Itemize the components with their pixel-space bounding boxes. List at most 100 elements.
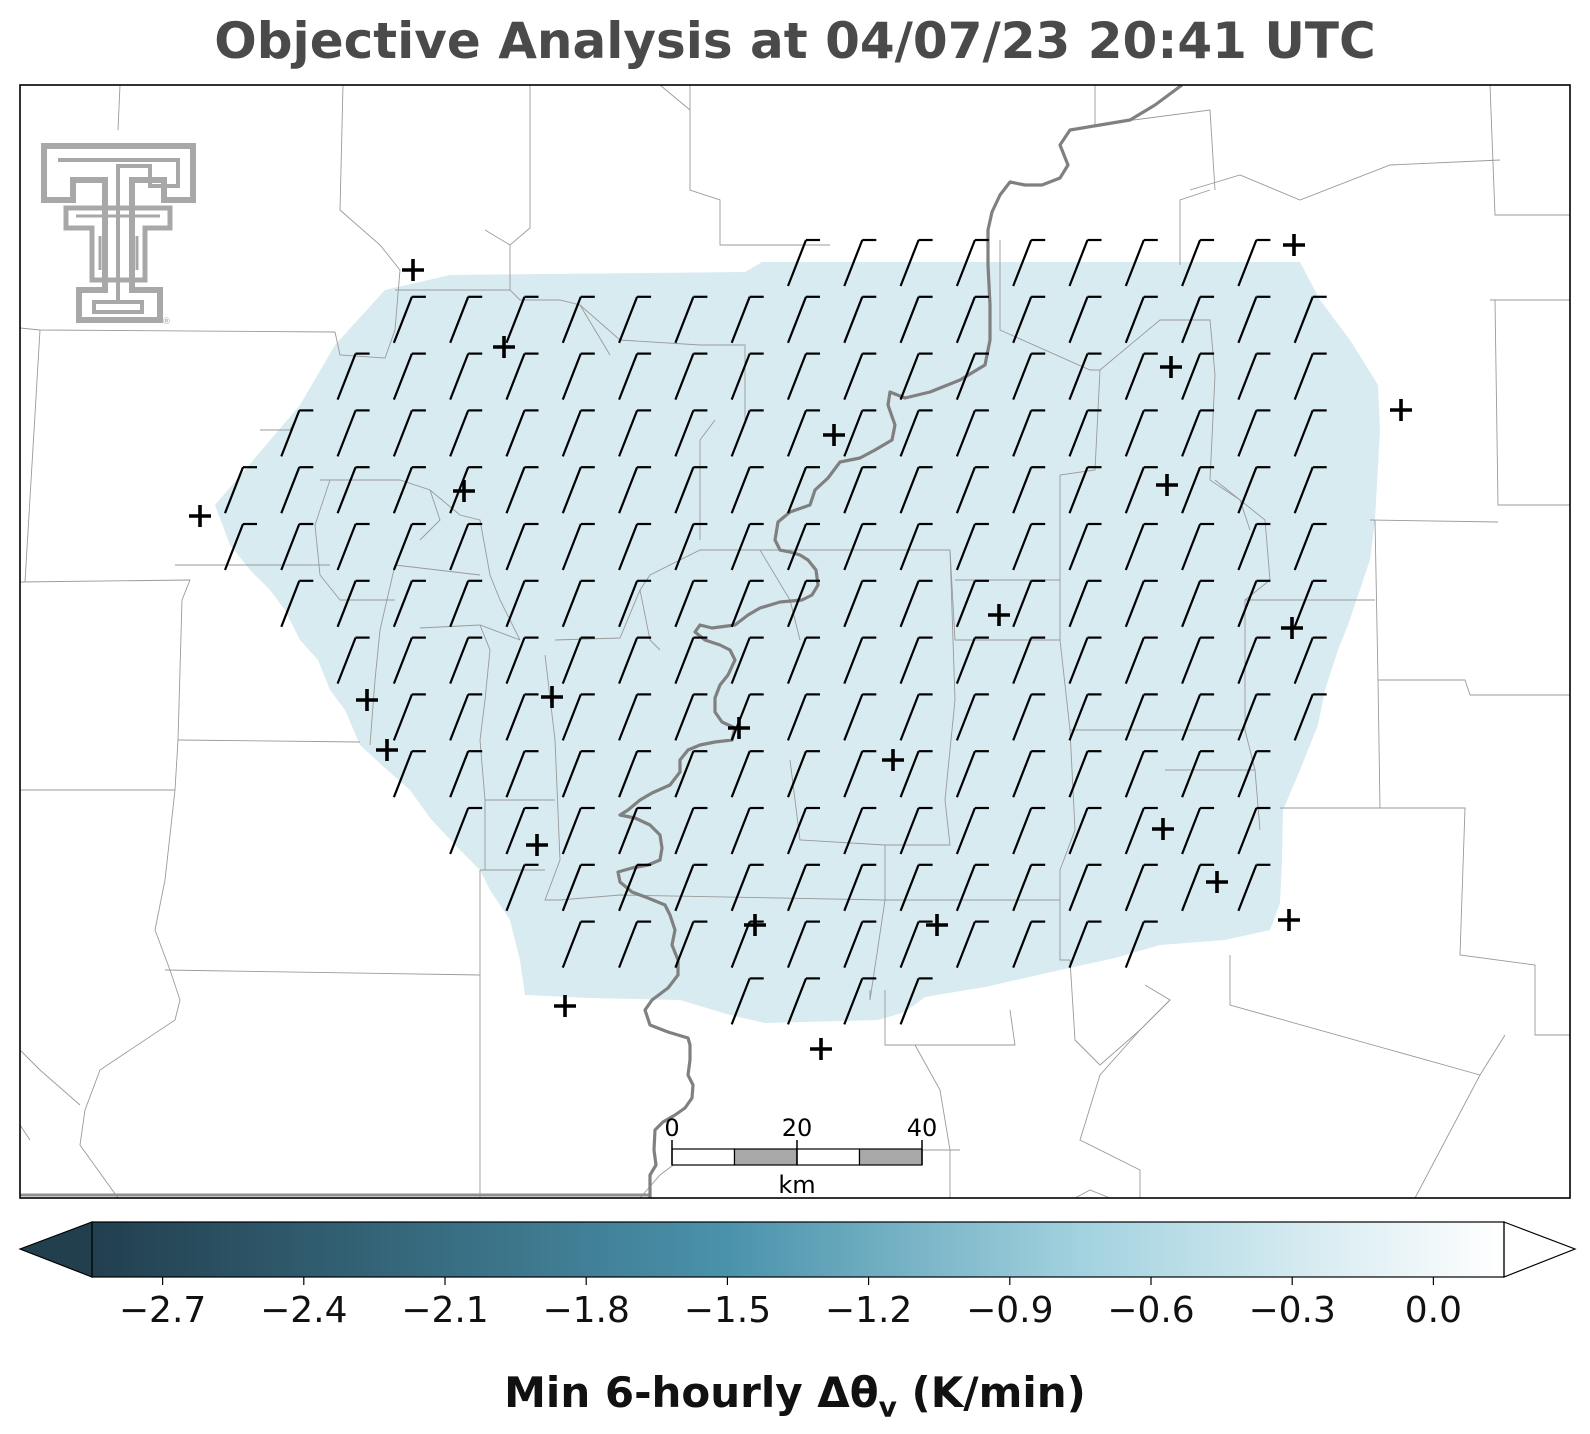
wind-barb-shaft [674, 693, 695, 741]
wind-barb-shaft [899, 637, 920, 685]
wind-barb-shaft [899, 296, 920, 344]
wind-barb-shaft [1012, 864, 1033, 912]
wind-barb-shaft [449, 637, 470, 685]
colorbar-tick-label: −2.4 [260, 1290, 347, 1331]
wind-barb-shaft [1237, 523, 1258, 571]
wind-barb-shaft [1068, 864, 1089, 912]
wind-barb-shaft [1293, 580, 1314, 628]
wind-barb-shaft [1237, 864, 1258, 912]
river-line [616, 85, 1183, 1198]
wind-barb-shaft [618, 409, 639, 457]
wind-barb-shaft [1012, 466, 1033, 514]
wind-barbs [223, 238, 1327, 1025]
wind-barb-shaft [786, 296, 808, 344]
wind-barb-shaft [505, 807, 526, 855]
registered-mark: ® [162, 317, 171, 327]
wind-barb-shaft [449, 296, 470, 344]
wind-barb-shaft [336, 353, 357, 401]
wind-barb-shaft [1181, 864, 1202, 912]
colorbar-gradient [92, 1222, 1504, 1277]
wind-barb-shaft [1124, 409, 1145, 457]
wind-barb-shaft [674, 353, 695, 401]
wind-barb-shaft [1068, 239, 1089, 287]
wind-barb-shaft [1237, 693, 1258, 741]
wind-barb-shaft [1237, 807, 1258, 855]
wind-barb-shaft [786, 466, 808, 514]
wind-barb-shaft [843, 637, 864, 685]
wind-barb-shaft [392, 637, 413, 685]
wind-barb-shaft [1124, 523, 1145, 571]
wind-barb-shaft [843, 239, 864, 287]
wind-barb-shaft [1293, 353, 1314, 401]
wind-barb-shaft [561, 864, 582, 912]
wind-barb-shaft [561, 921, 582, 969]
wind-barb-shaft [1012, 239, 1033, 287]
wind-barb-shaft [336, 523, 357, 571]
wind-barb-shaft [1181, 353, 1202, 401]
wind-barb-shaft [1012, 353, 1033, 401]
colorbar-tick-label: −2.1 [401, 1290, 488, 1331]
wind-barb-shaft [1012, 693, 1033, 741]
wind-barb-shaft [955, 750, 976, 798]
wind-barb-shaft [618, 637, 639, 685]
wind-barb-shaft [618, 750, 639, 798]
wind-barb-shaft [1293, 409, 1314, 457]
wind-barb-shaft [1012, 523, 1033, 571]
wind-barb-shaft [618, 296, 639, 344]
wind-barb-shaft [899, 864, 920, 912]
wind-barb-shaft [449, 409, 470, 457]
wind-barb-shaft [1068, 637, 1089, 685]
wind-barb-shaft [280, 580, 301, 628]
analysis-shaded-region [215, 262, 1380, 1023]
wind-barb-shaft [899, 580, 920, 628]
wind-barb-shaft [674, 466, 695, 514]
wind-barb-shaft [561, 750, 582, 798]
wind-barb-shaft [899, 807, 920, 855]
colorbar-label-subscript: v [878, 1390, 897, 1424]
wind-barb-shaft [505, 580, 526, 628]
wind-barb-shaft [561, 409, 582, 457]
wind-barb-shaft [505, 409, 526, 457]
wind-barb-shaft [786, 921, 808, 969]
wind-barb-shaft [1181, 523, 1202, 571]
wind-barb-shaft [449, 750, 470, 798]
colorbar-tick-label: −0.6 [1107, 1290, 1194, 1331]
wind-barb-shaft [1237, 409, 1258, 457]
wind-barb-shaft [392, 523, 413, 571]
wind-barb-shaft [561, 296, 582, 344]
colorbar-tick-label: 0.0 [1405, 1290, 1462, 1331]
wind-barb-shaft [955, 580, 976, 628]
wind-barb-shaft [1124, 353, 1145, 401]
wind-barb-shaft [674, 864, 695, 912]
wind-barb-shaft [561, 580, 582, 628]
wind-barb-shaft [1237, 466, 1258, 514]
wind-barb-shaft [843, 409, 864, 457]
wind-barb-shaft [955, 921, 976, 969]
wind-barb-shaft [336, 409, 357, 457]
wind-barb-shaft [1124, 750, 1145, 798]
wind-barb-shaft [505, 637, 526, 685]
wind-barb-shaft [280, 409, 301, 457]
wind-barb-shaft [730, 921, 751, 969]
wind-barb-shaft [1237, 580, 1258, 628]
wind-barb-shaft [1012, 637, 1033, 685]
wind-barb-shaft [843, 977, 864, 1025]
wind-barb-shaft [1124, 637, 1145, 685]
wind-barb-shaft [730, 750, 751, 798]
wind-barb-shaft [955, 239, 976, 287]
wind-barb-shaft [561, 523, 582, 571]
wind-barb-shaft [1068, 750, 1089, 798]
scale-bar-unit: km [778, 1171, 815, 1199]
wind-barb-shaft [843, 466, 864, 514]
wind-barb-shaft [955, 637, 976, 685]
wind-barb-shaft [1124, 580, 1145, 628]
wind-barb-shaft [1181, 296, 1202, 344]
wind-barb-shaft [1181, 409, 1202, 457]
wind-barb-shaft [336, 580, 357, 628]
colorbar-tick-label: −0.3 [1248, 1290, 1335, 1331]
wind-barb-shaft [1068, 466, 1089, 514]
colorbar-label: Min 6-hourly Δθv (K/min) [0, 1368, 1590, 1423]
wind-barb-shaft [505, 296, 526, 344]
wind-barb-shaft [561, 353, 582, 401]
wind-barb-shaft [1068, 807, 1089, 855]
